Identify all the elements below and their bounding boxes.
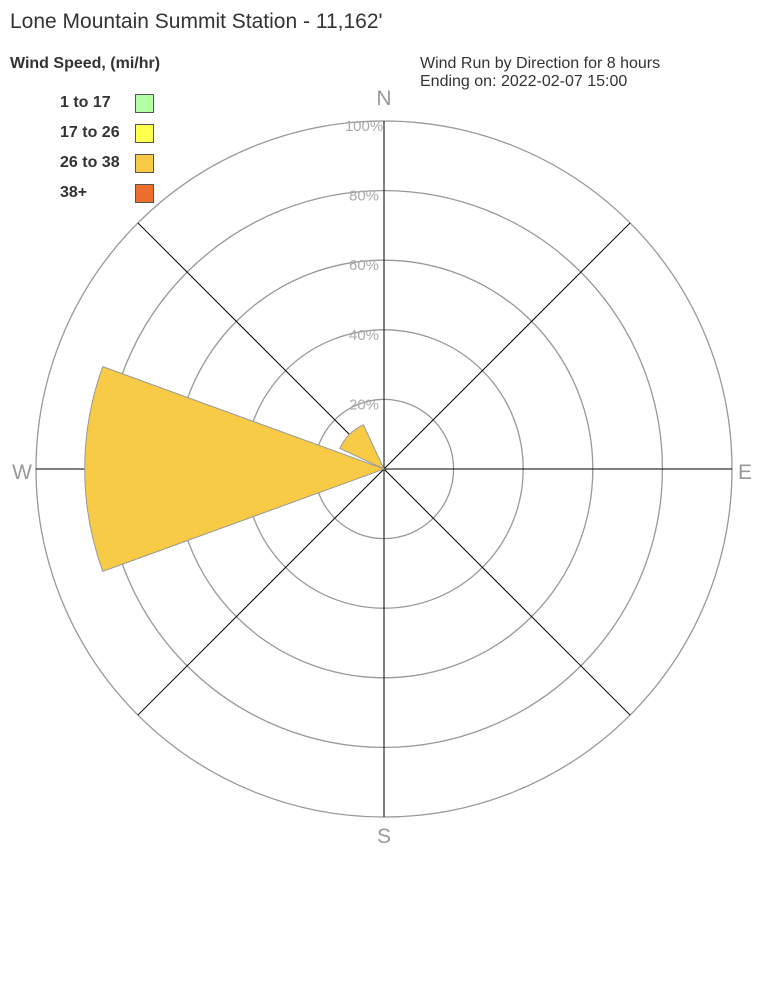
ring-label: 40% xyxy=(349,327,379,344)
ring-label: 60% xyxy=(349,257,379,274)
spoke-line xyxy=(137,222,385,470)
petal-nw xyxy=(339,424,386,471)
ring-label: 100% xyxy=(345,118,383,135)
chart-title: Lone Mountain Summit Station - 11,162' xyxy=(10,10,383,33)
legend-title: Wind Speed, (mi/hr) xyxy=(10,55,161,72)
legend-item: 17 to 26 xyxy=(60,118,154,148)
direction-label-s: S xyxy=(377,825,391,848)
legend-swatch xyxy=(135,93,154,113)
legend-swatch xyxy=(135,153,154,173)
legend-swatch xyxy=(135,123,154,143)
legend-item: 26 to 38 xyxy=(60,148,154,178)
legend-swatch xyxy=(135,183,154,203)
petal-w xyxy=(84,365,386,573)
legend-label: 26 to 38 xyxy=(60,154,120,171)
legend-item: 1 to 17 xyxy=(60,88,154,118)
legend-item: 38+ xyxy=(60,178,154,208)
subtitle-line-1: Wind Run by Direction for 8 hours xyxy=(420,55,661,72)
legend: 1 to 17 17 to 26 26 to 38 38+ xyxy=(60,88,154,208)
direction-label-w: W xyxy=(12,461,32,484)
ring-label: 20% xyxy=(349,396,379,413)
direction-label-n: N xyxy=(376,87,391,110)
direction-label-e: E xyxy=(738,461,752,484)
subtitle-line-2: Ending on: 2022-02-07 15:00 xyxy=(420,73,628,90)
chart-subtitle: Wind Run by Direction for 8 hours Ending… xyxy=(420,55,660,91)
spoke-line xyxy=(383,222,631,470)
legend-label: 1 to 17 xyxy=(60,94,111,111)
ring-label: 80% xyxy=(349,188,379,205)
legend-label: 17 to 26 xyxy=(60,124,120,141)
legend-label: 38+ xyxy=(60,184,88,201)
spoke-line xyxy=(137,468,385,716)
spoke-line xyxy=(383,468,631,716)
